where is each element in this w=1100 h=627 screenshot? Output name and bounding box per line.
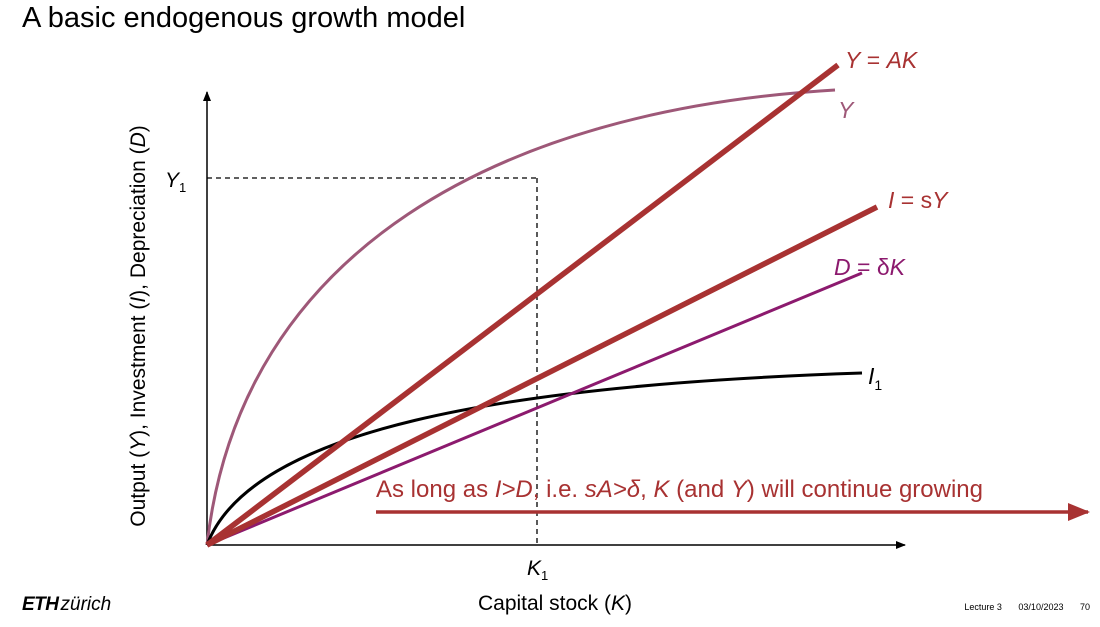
slide-title: A basic endogenous growth model xyxy=(22,2,466,34)
eth-zurich-logo: ETH zürich xyxy=(22,594,112,615)
footer-meta: Lecture 3 03/10/2023 70 xyxy=(950,602,1090,612)
y1-tick-label: Y1 xyxy=(165,169,186,195)
d-line xyxy=(206,271,863,547)
k1-tick-label: K1 xyxy=(527,557,548,583)
i-line xyxy=(205,204,879,548)
x-axis-label: Capital stock (K) xyxy=(478,592,632,615)
date-label: 03/10/2023 xyxy=(1018,602,1064,612)
i-line-label: I = sY xyxy=(888,187,949,213)
d-line-label: D = δK xyxy=(834,254,907,280)
i1-curve xyxy=(205,371,863,546)
y-curve xyxy=(205,88,836,546)
ak-line-label: Y = AK xyxy=(845,47,919,73)
ak-line xyxy=(205,62,840,548)
page-number: 70 xyxy=(1079,602,1090,612)
i1-curve-label: I1 xyxy=(868,363,882,393)
growth-annotation: As long as I>D, i.e. sA>δ, K (and Y) wil… xyxy=(376,476,983,503)
y-axis-label: Output (Y), Investment (I), Depreciation… xyxy=(127,125,150,527)
y-curve-label: Y xyxy=(838,97,855,123)
lecture-label: Lecture 3 xyxy=(964,602,1002,612)
